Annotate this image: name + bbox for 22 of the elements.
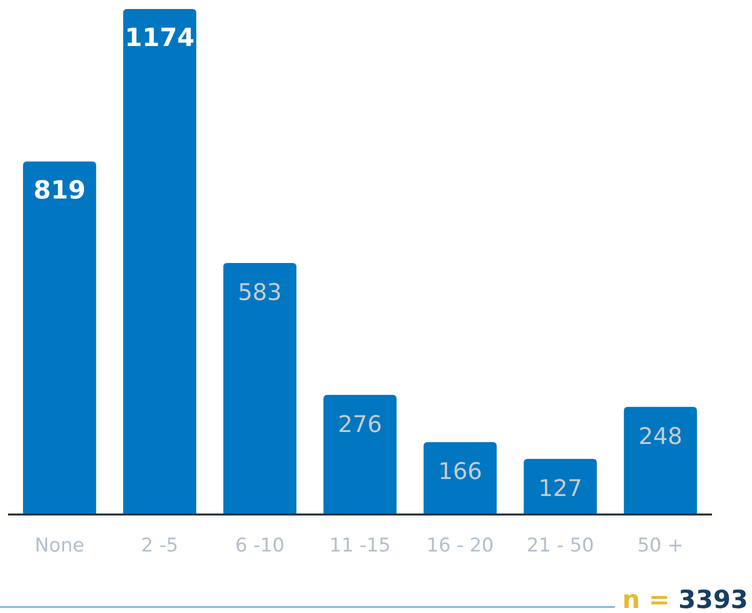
data-label: 819 [33, 176, 86, 205]
bar [223, 262, 296, 514]
data-label: 1174 [124, 23, 195, 52]
data-label: 166 [438, 459, 482, 486]
bar [624, 406, 697, 514]
data-label: 127 [538, 476, 582, 502]
data-label: 276 [338, 412, 382, 438]
x-tick-label: 21 - 50 [526, 534, 594, 556]
x-tick-label: None [34, 534, 84, 556]
text: n = 3393 [622, 585, 748, 613]
data-label: 248 [638, 424, 682, 450]
x-tick-label: 6 -10 [235, 534, 284, 556]
bar [23, 162, 96, 514]
bar [424, 442, 497, 514]
x-tick-label: 16 - 20 [426, 534, 494, 556]
bar [323, 394, 397, 514]
x-tick-label: 11 -15 [329, 534, 391, 556]
bar [524, 458, 597, 514]
data-label: 583 [238, 280, 282, 306]
bar [123, 9, 196, 514]
x-tick-label: 50 + [637, 534, 684, 556]
x-tick-label: 2 -5 [141, 534, 178, 556]
